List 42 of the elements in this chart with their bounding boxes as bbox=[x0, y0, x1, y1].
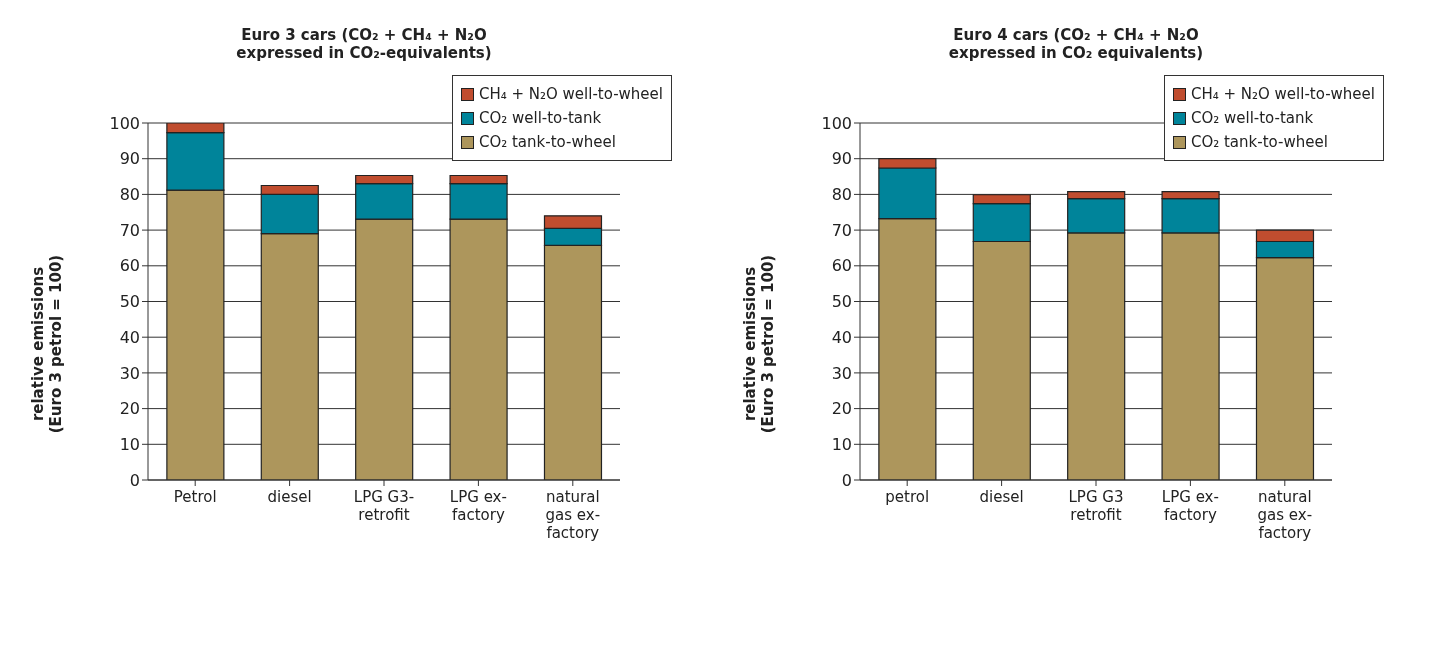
y-tick-label: 50 bbox=[831, 292, 852, 312]
x-tick-label: natural gas ex-factory bbox=[545, 488, 601, 542]
y-tick-label: 90 bbox=[831, 149, 852, 169]
y-tick-label: 60 bbox=[119, 256, 140, 276]
y-tick-label: 20 bbox=[831, 399, 852, 419]
y-tick-label: 0 bbox=[841, 470, 852, 490]
legend-label: CH₄ + N₂O well-to-wheel bbox=[1190, 85, 1375, 103]
legend-label: CH₄ + N₂O well-to-wheel bbox=[478, 85, 663, 103]
y-tick-label: 10 bbox=[119, 434, 140, 454]
y-tick-label: 50 bbox=[119, 292, 140, 312]
y-tick-label: 0 bbox=[129, 470, 140, 490]
x-tick-label: Petrol bbox=[173, 488, 217, 506]
y-tick-label: 30 bbox=[831, 363, 852, 383]
y-tick-label: 10 bbox=[831, 434, 852, 454]
x-tick-label: petrol bbox=[885, 488, 930, 506]
y-tick-label: 60 bbox=[831, 256, 852, 276]
x-tick-label: LPG G3 retrofit bbox=[1068, 488, 1124, 524]
y-tick-label: 20 bbox=[119, 399, 140, 419]
chart-title: Euro 4 cars (CO₂ + CH₄ + N₂O expressed in CO₂ equivalents) bbox=[947, 26, 1205, 62]
y-tick-label: 80 bbox=[119, 185, 140, 205]
x-tick-label: diesel bbox=[979, 488, 1024, 506]
y-tick-label: 40 bbox=[119, 327, 140, 347]
legend-label: CO₂ well-to-tank bbox=[1190, 109, 1314, 127]
y-tick-label: 90 bbox=[119, 149, 140, 169]
y-tick-label: 100 bbox=[821, 113, 852, 133]
legend-label: CO₂ tank-to-wheel bbox=[478, 133, 616, 151]
x-tick-label: LPG G3-retrofit bbox=[353, 488, 415, 524]
chart-title: Euro 3 cars (CO₂ + CH₄ + N₂O expressed in CO₂-equivalents) bbox=[235, 26, 493, 62]
y-tick-label: 40 bbox=[831, 327, 852, 347]
y-axis-title: relative emissions (Euro 3 petrol = 100) bbox=[740, 253, 778, 435]
legend-label: CO₂ tank-to-wheel bbox=[1190, 133, 1328, 151]
y-tick-label: 30 bbox=[119, 363, 140, 383]
x-tick-label: LPG ex-factory bbox=[449, 488, 507, 524]
x-tick-label: natural gas ex-factory bbox=[1257, 488, 1313, 542]
x-tick-label: diesel bbox=[267, 488, 312, 506]
y-axis-title: relative emissions (Euro 3 petrol = 100) bbox=[28, 253, 66, 435]
y-tick-label: 80 bbox=[831, 185, 852, 205]
y-tick-label: 70 bbox=[831, 220, 852, 240]
x-tick-label: LPG ex-factory bbox=[1161, 488, 1219, 524]
y-tick-label: 100 bbox=[109, 113, 140, 133]
y-tick-label: 70 bbox=[119, 220, 140, 240]
legend-label: CO₂ well-to-tank bbox=[478, 109, 602, 127]
